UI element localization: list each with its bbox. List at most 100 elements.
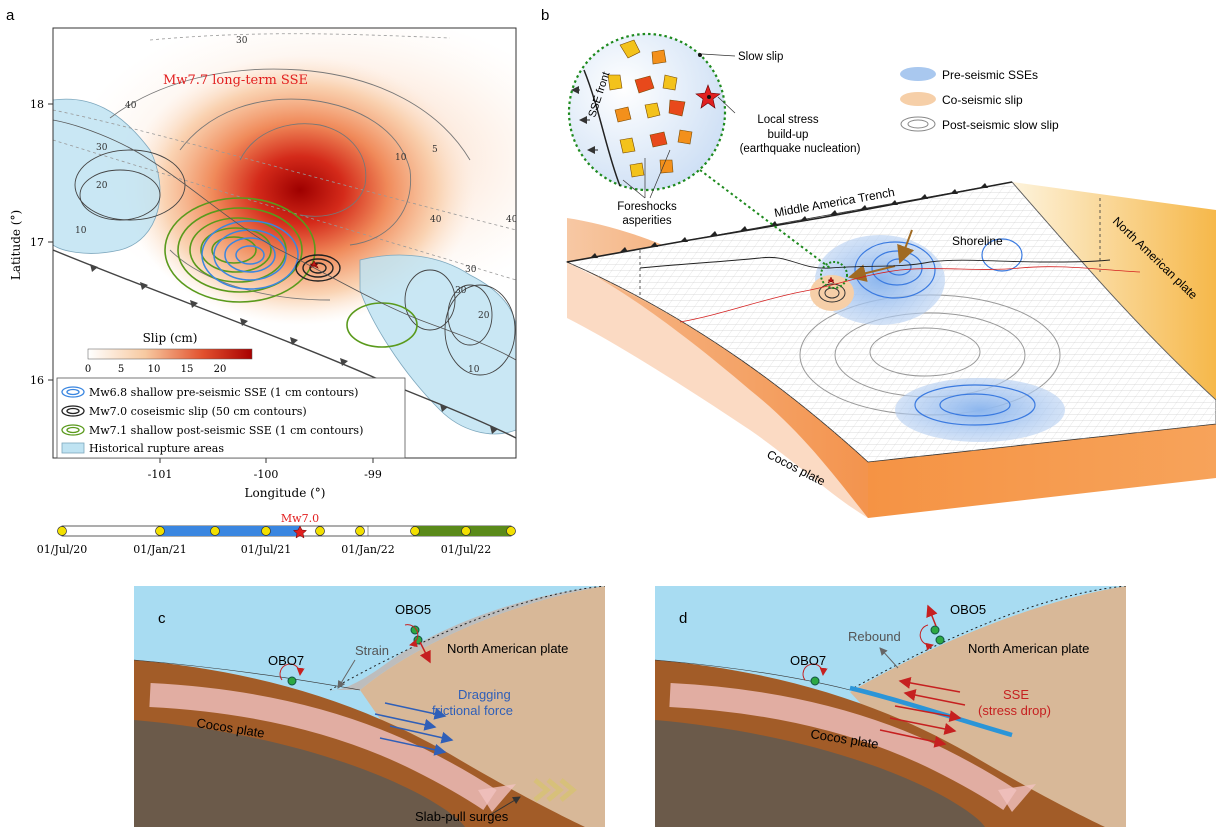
contour-label: 30 [465,265,477,275]
legend-label: Pre-seismic SSEs [942,68,1038,82]
contour-label: 5 [432,145,438,155]
contour-label: 40 [506,215,518,225]
trench-teeth [90,264,498,434]
slab-pull-label: Slab-pull surges [415,809,509,824]
sse-label: SSE [1003,687,1029,702]
sse-front-line [583,69,621,187]
colorbar-tick: 15 [181,364,194,375]
deep-sse-3d [895,378,1065,442]
legend-label: Mw6.8 shallow pre-seismic SSE (1 cm cont… [89,386,358,399]
observation-marker [57,526,67,536]
legend-item-historical: Historical rupture areas [61,442,224,455]
obo7-station [287,676,297,686]
timeline-tick: 01/Jul/20 [37,543,87,556]
west-contours [74,149,516,376]
sse-fault-patch [849,685,1013,738]
historical-rupture-areas [53,98,516,435]
north-american-wedge [1012,182,1216,400]
inset-zoom: SSE front Slow slip Local stress build-u… [567,32,861,269]
panel-b-label: b [541,7,549,24]
asperity-patches [607,39,693,178]
x-tick-label: -100 [254,468,279,481]
legend-swatch [900,92,936,106]
obo7-station [810,676,820,686]
contour-label: 40 [430,215,442,225]
colorbar-tick: 10 [148,364,161,375]
contour-label: 10 [395,153,407,163]
y-tick-label: 16 [30,374,44,387]
legend-item-pre-seismic: Mw6.8 shallow pre-seismic SSE (1 cm cont… [61,386,358,399]
map-area: 30 40 40 30 20 10 10 5 40 30 30 20 10 Mw… [53,28,518,458]
legend-label: Co-seismic slip [942,93,1023,107]
observation-marker [410,526,420,536]
migration-arrow [897,229,915,264]
legend-item-post-seismic: Mw7.1 shallow post-seismic SSE (1 cm con… [61,424,363,437]
slow-slip-label: Slow slip [738,51,783,63]
legend-swatch [900,116,936,132]
rebound-label: Rebound [848,629,901,644]
colorbar-tick: 5 [118,364,124,375]
legend-item-coseismic: Mw7.0 coseismic slip (50 cm contours) [61,405,307,418]
stress-drop-label: (stress drop) [978,703,1051,718]
observation-marker [155,526,165,536]
colorbar-title: Slip (cm) [143,331,198,345]
y-tick-label: 18 [30,98,44,111]
event-label: Mw7.0 [281,512,319,525]
slab-motion-arrow [669,683,1017,811]
strain-label: Strain [355,643,389,658]
obo5-station [930,625,940,635]
obo7-label: OBO7 [268,653,304,668]
panel-c: c OBO5 OBO7 Strain North American plate … [134,586,605,827]
coseismic-slip-3d [810,275,854,311]
panel-d-label: d [679,610,687,627]
x-tick-label: -99 [364,468,382,481]
contour-label: 40 [125,101,137,111]
y-tick-label: 17 [30,236,44,249]
contour-label: 20 [96,181,108,191]
north-american-label-d: North American plate [968,641,1089,656]
panel-a-label: a [6,7,15,24]
contour-label: 10 [75,226,87,236]
legend-label: Mw7.0 coseismic slip (50 cm contours) [89,405,307,418]
contour-label: 30 [96,143,108,153]
timeline: Mw7.0 01/Jul/20 01/Jan/21 01/Jul/21 01/J… [37,512,516,556]
observation-marker [461,526,471,536]
epicenter-star-icon [309,260,319,269]
north-american-label-c: North American plate [447,641,568,656]
local-stress-label: Local stress [757,114,819,126]
map-legend: Mw6.8 shallow pre-seismic SSE (1 cm cont… [56,377,406,459]
colorbar-tick: 0 [85,364,91,375]
x-axis: -101 -100 -99 Longitude (°) [148,458,382,500]
obo5-label: OBO5 [395,602,431,617]
mantle [655,720,985,827]
timeline-tick: 01/Jul/22 [441,543,491,556]
slab-pull-chevrons [533,778,577,802]
x-tick-label: -101 [148,468,173,481]
nucleation-highlight [820,261,848,289]
shoreline-3d [639,256,1111,269]
foreshocks-label: Foreshocks [617,201,677,213]
trench-3d-teeth [590,183,988,258]
colorbar-ramp [87,348,253,360]
slab-motion-arrow [149,683,497,811]
coastline [53,119,516,361]
x-axis-label: Longitude (°) [245,486,326,500]
contour-label: 30 [236,36,248,46]
obo7-label: OBO7 [790,653,826,668]
timeline-tick: 01/Jan/22 [341,543,394,556]
observation-marker [261,526,271,536]
observation-marker [210,526,220,536]
north-american-plate [850,586,1126,827]
observation-marker [315,526,325,536]
mainshock-star-icon [292,525,308,539]
map-title: Mw7.7 long-term SSE [163,73,308,88]
block-diagram: SSE front Slow slip Local stress build-u… [565,32,1216,518]
contour-label: 30 [455,286,467,296]
nucleation-label: (earthquake nucleation) [740,143,861,155]
legend-label: Post-seismic slow slip [942,118,1059,132]
y-axis-label: Latitude (°) [9,210,23,280]
observation-marker [506,526,516,536]
migration-arrow [848,264,896,282]
observation-marker [355,526,365,536]
